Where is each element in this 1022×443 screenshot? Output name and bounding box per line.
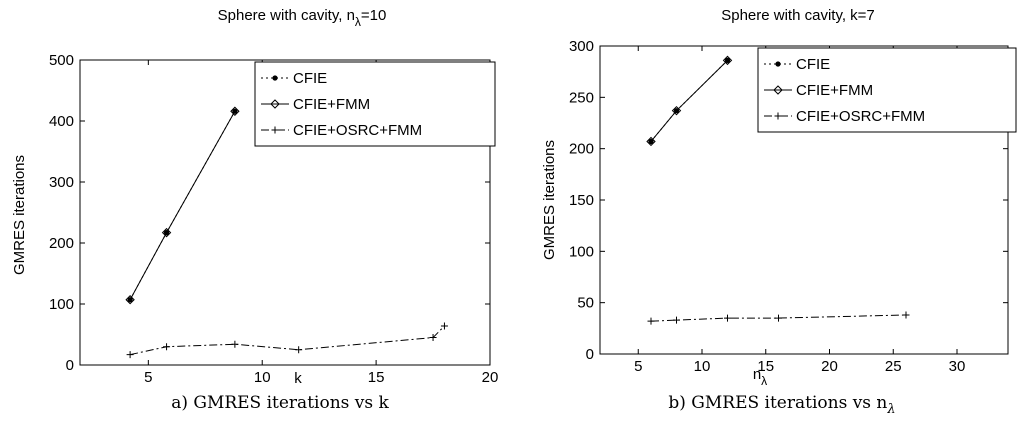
chart-b: Sphere with cavity, k=7 GMRES iterations… bbox=[541, 7, 1017, 417]
chart-a-ytick-label: 0 bbox=[66, 357, 74, 374]
chart-b-xlabel: nλ bbox=[753, 366, 767, 388]
chart-a-point-cfie-osrc-fmm bbox=[295, 346, 303, 354]
chart-b-legend-marker bbox=[775, 61, 781, 67]
chart-b-point-cfie-osrc-fmm bbox=[902, 311, 910, 319]
chart-a-point-cfie-fmm bbox=[161, 227, 172, 238]
chart-a-ytick-label: 200 bbox=[49, 235, 74, 252]
chart-b-xtick-label: 30 bbox=[949, 358, 966, 375]
chart-b-point-cfie-fmm bbox=[646, 136, 656, 147]
chart-b-ytick-label: 150 bbox=[569, 192, 594, 209]
chart-a-point-cfie-fmm bbox=[230, 106, 240, 116]
chart-a-xtick-label: 10 bbox=[254, 369, 271, 386]
chart-a-xtick-label: 5 bbox=[144, 369, 152, 386]
chart-a-ytick-label: 100 bbox=[49, 296, 74, 313]
chart-a-point-cfie-osrc-fmm bbox=[126, 351, 134, 359]
chart-b-legend-label: CFIE+FMM bbox=[796, 82, 873, 99]
chart-b-ytick-label: 50 bbox=[577, 295, 594, 312]
chart-b-ytick-label: 100 bbox=[569, 243, 594, 260]
chart-a-xlabel: k bbox=[294, 370, 302, 387]
chart-b-point-cfie-osrc-fmm bbox=[647, 317, 655, 325]
chart-a: Sphere with cavity, nλ=10 GMRES iteratio… bbox=[11, 7, 498, 413]
chart-a-xtick-label: 20 bbox=[482, 369, 499, 386]
chart-b-ytick-label: 250 bbox=[569, 89, 594, 106]
chart-b-legend-label: CFIE+OSRC+FMM bbox=[796, 108, 925, 125]
chart-a-legend-label: CFIE+OSRC+FMM bbox=[293, 122, 422, 139]
chart-a-legend-marker bbox=[270, 99, 280, 109]
chart-b-xtick-label: 5 bbox=[634, 358, 642, 375]
chart-a-title: Sphere with cavity, nλ=10 bbox=[218, 7, 387, 29]
chart-a-series-line-cfie-fmm bbox=[129, 110, 236, 300]
chart-b-legend-box bbox=[757, 47, 1017, 133]
chart-a-point-cfie-osrc-fmm bbox=[231, 340, 239, 348]
chart-a-point-cfie-fmm bbox=[125, 295, 135, 305]
chart-a-point-cfie-osrc-fmm bbox=[429, 334, 437, 342]
chart-a-ytick-label: 400 bbox=[49, 113, 74, 130]
chart-a-legend-label: CFIE+FMM bbox=[293, 96, 370, 113]
chart-b-point-cfie-fmm bbox=[671, 105, 682, 116]
chart-b-legend: CFIE CFIE+FMM CFIE+OSRC+FMM bbox=[757, 47, 1017, 133]
chart-a-legend-marker bbox=[272, 75, 278, 81]
chart-b-xtick-label: 25 bbox=[885, 358, 902, 375]
chart-a-point-cfie-osrc-fmm bbox=[440, 322, 448, 330]
chart-a-caption: a) GMRES iterations vs k bbox=[171, 393, 389, 413]
chart-b-caption: b) GMRES iterations vs nλ bbox=[668, 393, 895, 417]
chart-b-point-cfie-osrc-fmm bbox=[724, 314, 731, 322]
chart-a-ytick-label: 300 bbox=[49, 174, 74, 191]
chart-b-point-cfie-osrc-fmm bbox=[775, 314, 782, 322]
chart-a-xtick-label: 15 bbox=[368, 369, 385, 386]
chart-a-ylabel: GMRES iterations bbox=[11, 155, 28, 275]
chart-b-legend-label: CFIE bbox=[796, 56, 830, 73]
chart-b-ytick-label: 200 bbox=[569, 141, 594, 158]
chart-b-point-cfie-osrc-fmm bbox=[673, 316, 680, 324]
chart-b-title: Sphere with cavity, k=7 bbox=[721, 7, 875, 24]
chart-b-xtick-label: 15 bbox=[757, 358, 774, 375]
chart-a-legend-box bbox=[254, 61, 496, 147]
chart-a-series-line-cfie-osrc-fmm bbox=[130, 325, 445, 356]
chart-a-point-cfie-osrc-fmm bbox=[163, 343, 171, 351]
chart-b-ytick-label: 300 bbox=[569, 38, 594, 55]
chart-a-ytick-label: 500 bbox=[49, 52, 74, 69]
chart-a-plot-frame bbox=[79, 59, 491, 366]
chart-b-xtick-label: 10 bbox=[694, 358, 711, 375]
chart-b-legend-marker bbox=[773, 85, 783, 95]
chart-b-xtick-label: 20 bbox=[821, 358, 838, 375]
chart-a-legend: CFIE CFIE+FMM CFIE+OSRC+FMM bbox=[254, 61, 496, 147]
chart-b-ytick-label: 0 bbox=[586, 346, 594, 363]
chart-b-series-line-cfie-fmm bbox=[650, 60, 728, 142]
chart-a-legend-marker bbox=[271, 126, 279, 134]
chart-b-ylabel: GMRES iterations bbox=[541, 140, 558, 260]
chart-b-point-cfie-fmm bbox=[722, 55, 733, 66]
chart-a-legend-label: CFIE bbox=[293, 70, 327, 87]
chart-b-legend-marker bbox=[774, 112, 782, 120]
